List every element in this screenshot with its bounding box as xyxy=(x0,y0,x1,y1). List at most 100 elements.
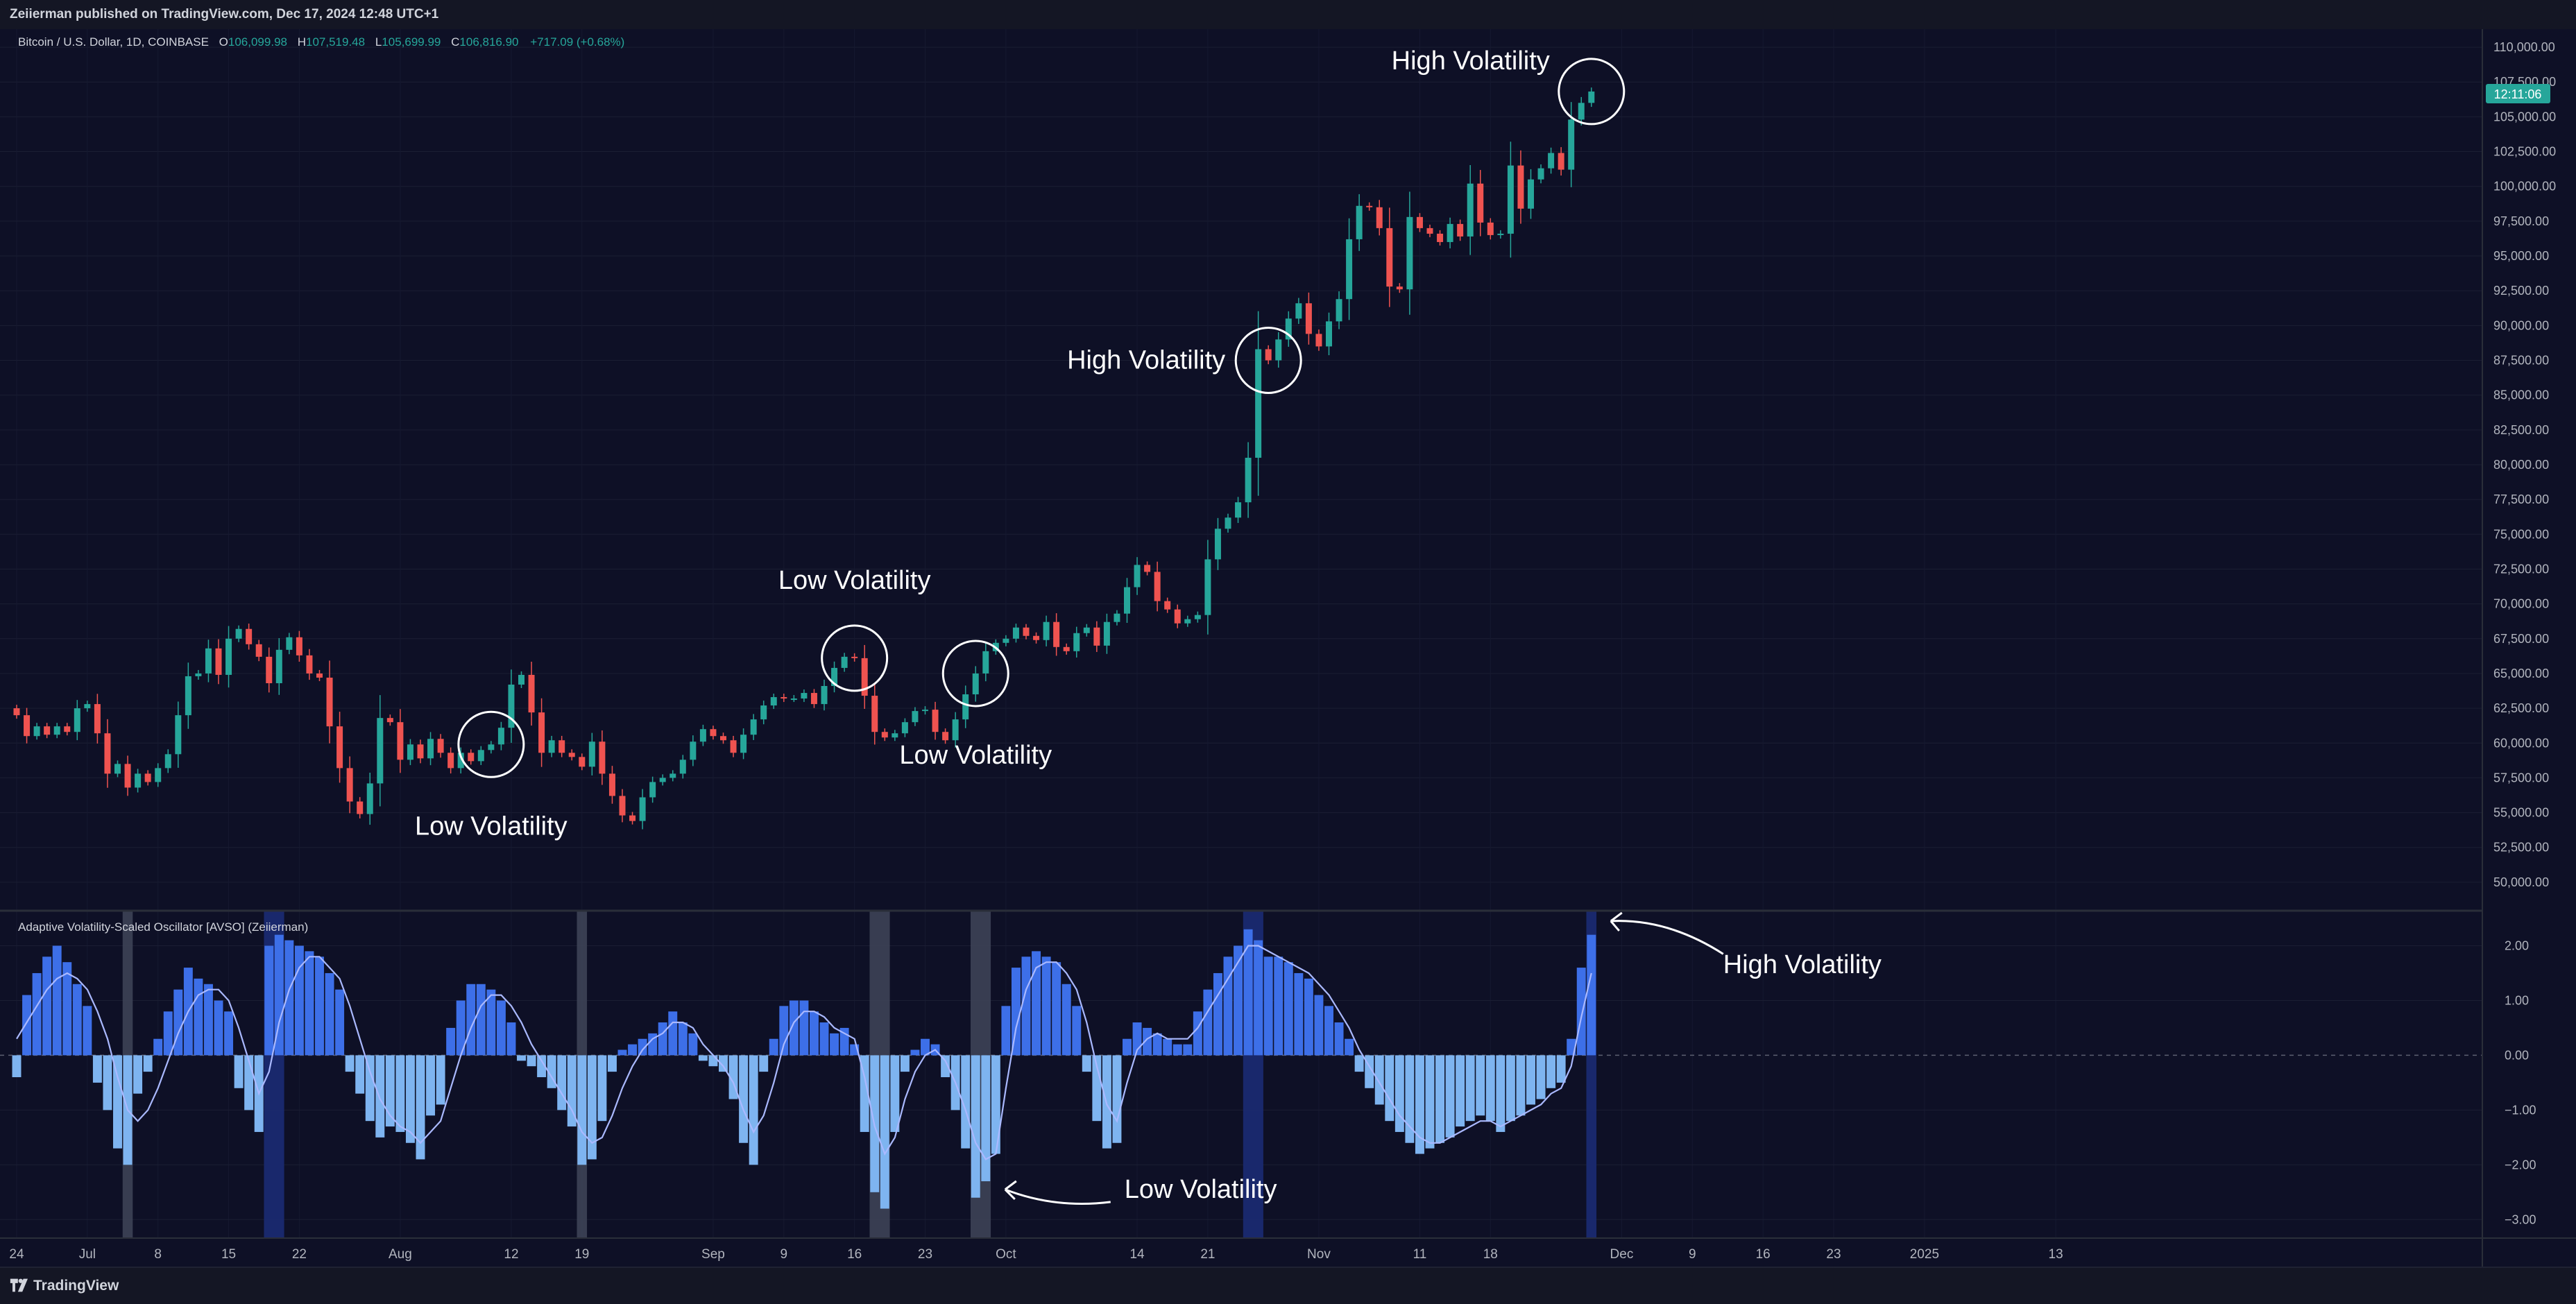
oscillator-bar xyxy=(335,989,345,1056)
candle-body xyxy=(144,773,151,782)
time-tick-label: 21 xyxy=(1200,1247,1215,1262)
oscillator-bar xyxy=(1243,929,1253,1056)
candle-body xyxy=(528,674,535,713)
candle-body xyxy=(1144,565,1151,572)
oscillator-bar xyxy=(1203,989,1213,1056)
candle-body xyxy=(275,649,282,683)
candle-body xyxy=(901,722,908,734)
oscillator-bar xyxy=(1415,1055,1424,1154)
tradingview-logo-icon[interactable] xyxy=(10,1278,31,1293)
candle-body xyxy=(821,686,828,705)
candle-body xyxy=(306,655,313,674)
time-tick-label: 22 xyxy=(292,1247,307,1262)
time-tick-label: 9 xyxy=(1689,1247,1696,1262)
oscillator-bar xyxy=(1283,962,1293,1056)
legend-change: +717.09 (+0.68%) xyxy=(530,35,624,49)
oscillator-bar xyxy=(941,1055,950,1077)
oscillator-bar xyxy=(1294,972,1304,1056)
oscillator-bar xyxy=(1345,1038,1354,1056)
candle-body xyxy=(296,637,302,655)
candle-body xyxy=(205,648,212,674)
oscillator-bar xyxy=(638,1038,647,1056)
candle-body xyxy=(84,704,91,709)
oscillator-bar xyxy=(708,1055,718,1067)
candle-body xyxy=(1396,286,1403,290)
candle-body xyxy=(588,741,595,767)
oscillator-bar xyxy=(143,1055,153,1072)
oscillator-bar xyxy=(819,1022,829,1056)
candle-body xyxy=(235,628,242,639)
oscillator-bar xyxy=(355,1055,365,1094)
oscillator-bar xyxy=(749,1055,758,1165)
oscillator-bar xyxy=(1263,956,1273,1056)
price-tick-label: 72,500.00 xyxy=(2493,562,2549,576)
last-price-tag-text: 12:11:06 xyxy=(2494,87,2542,101)
candle-body xyxy=(1012,627,1019,639)
candle-body xyxy=(357,801,364,814)
oscillator-bar xyxy=(305,951,314,1056)
candle-body xyxy=(316,673,323,678)
candle-body xyxy=(1124,587,1130,614)
candle-body xyxy=(1103,621,1110,646)
oscillator-bar xyxy=(1112,1055,1122,1143)
oscillator-tick-label: 0.00 xyxy=(2505,1048,2529,1062)
oscillator-bar xyxy=(1001,1006,1011,1056)
candle-body xyxy=(1245,457,1252,503)
candle-body xyxy=(104,733,111,774)
time-tick-label: 24 xyxy=(9,1247,24,1262)
time-tick-label: Nov xyxy=(1307,1247,1331,1262)
price-tick-label: 60,000.00 xyxy=(2493,736,2549,750)
candle-body xyxy=(1588,91,1595,103)
candle-body xyxy=(1326,321,1332,347)
oscillator-bar xyxy=(1082,1055,1091,1072)
candle-body xyxy=(397,722,404,760)
time-tick-label: 8 xyxy=(154,1247,162,1262)
oscillator-bar xyxy=(476,984,486,1056)
price-axis[interactable]: 110,000.00107,500.00105,000.00102,500.00… xyxy=(2493,40,2556,889)
oscillator-bar xyxy=(426,1055,436,1116)
oscillator-axis[interactable]: 2.00 1.00 0.00 −1.00 −2.00 −3.00 xyxy=(2505,938,2536,1226)
annotations: Low Volatility Low Volatility Low Volatili… xyxy=(415,46,1882,1205)
time-axis[interactable]: 24 Jul 8 15 22 Aug 12 19 Sep 9 16 23 Oct 14 21 Nov 11 18 D… xyxy=(9,1247,2063,1262)
candle-body xyxy=(912,711,919,723)
legend-symbol: Bitcoin / U.S. Dollar, 1D, COINBASE xyxy=(18,35,209,49)
legend-c-label: C xyxy=(451,35,459,49)
candle-body xyxy=(366,783,373,814)
candle-body xyxy=(477,750,484,762)
candle-body xyxy=(447,753,454,769)
price-tick-label: 82,500.00 xyxy=(2493,423,2549,437)
last-price-tag xyxy=(2486,84,2550,103)
candle-body xyxy=(185,676,191,716)
candle-body xyxy=(1336,299,1342,322)
candle-body xyxy=(538,712,545,753)
legend-l-label: L xyxy=(375,35,382,49)
candle-body xyxy=(1164,601,1171,610)
oscillator-bar xyxy=(12,1055,22,1077)
candle-body xyxy=(558,740,565,753)
candle-body xyxy=(972,673,979,695)
oscillator-bar xyxy=(1324,1006,1333,1056)
candle-body xyxy=(1204,559,1211,615)
oscillator-bar xyxy=(1546,1055,1556,1088)
oscillator-bar xyxy=(1334,1022,1344,1056)
annotation-circle xyxy=(1558,58,1626,126)
candle-body xyxy=(1467,183,1474,237)
candle-body xyxy=(669,773,676,778)
signal-line xyxy=(16,945,1592,1160)
annotation-label: Low Volatility xyxy=(415,812,568,841)
annotation-label: Low Volatility xyxy=(899,741,1052,770)
legend-high: 107,519.48 xyxy=(306,35,365,49)
oscillator-histogram xyxy=(12,929,1596,1209)
oscillator-bar xyxy=(32,972,42,1056)
oscillator-bar xyxy=(456,1000,466,1056)
oscillator-bar xyxy=(92,1055,102,1083)
oscillator-bar xyxy=(971,1055,980,1198)
price-tick-label: 67,500.00 xyxy=(2493,632,2549,646)
chart-area[interactable]: Low Volatility Low Volatility Low Volatili… xyxy=(0,29,2576,1267)
brand-name[interactable]: TradingView xyxy=(33,1278,119,1294)
oscillator-bar xyxy=(1234,945,1243,1056)
oscillator-bar xyxy=(395,1055,405,1132)
annotation-circle xyxy=(941,640,1009,707)
candle-body xyxy=(1083,627,1090,633)
oscillator-bar xyxy=(284,940,294,1056)
